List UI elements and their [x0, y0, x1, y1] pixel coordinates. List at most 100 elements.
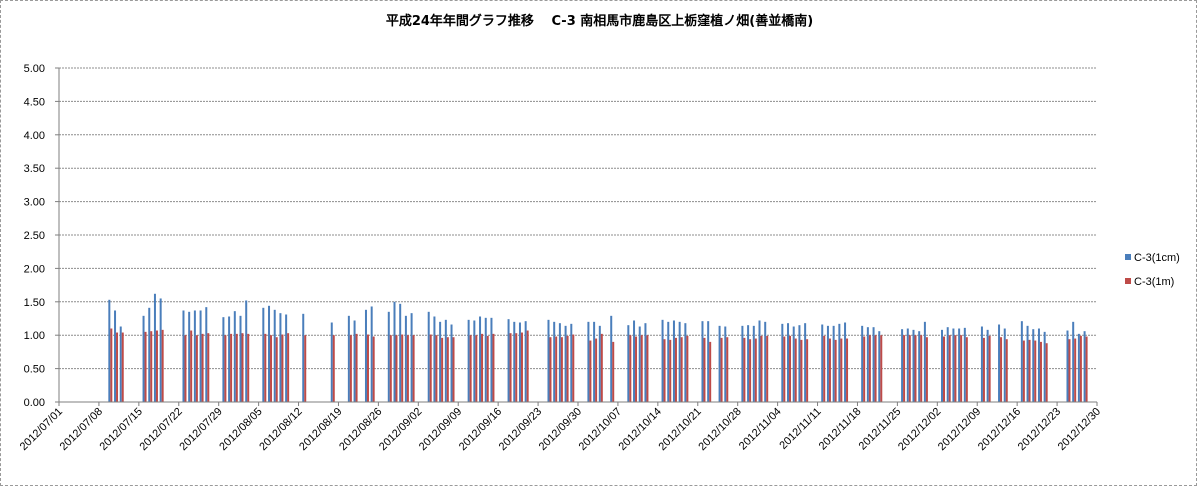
bar-1m [201, 333, 204, 402]
bar-1m [943, 336, 946, 402]
bar-1m [988, 335, 991, 402]
bar-1m [441, 337, 444, 402]
bar-1cm [188, 311, 191, 402]
bar-1m [1039, 341, 1042, 402]
bar-1m [914, 335, 917, 402]
bar-1m [948, 335, 951, 402]
bar-1m [190, 330, 193, 402]
y-tick-label: 1.50 [24, 297, 45, 309]
bar-1m [304, 335, 307, 402]
bar-1cm [273, 309, 276, 402]
bar-1m [982, 337, 985, 402]
bar-1m [446, 337, 449, 402]
bar-1m [332, 335, 335, 402]
bar-1cm [861, 325, 864, 402]
data-bars [108, 293, 1088, 402]
bar-1m [412, 335, 415, 402]
bar-1m [1028, 339, 1031, 402]
bar-1m [1068, 339, 1071, 402]
bar-1m [846, 338, 849, 402]
bar-1cm [387, 311, 390, 402]
bar-1m [560, 337, 563, 402]
bar-1m [281, 334, 284, 402]
bar-1cm [450, 324, 453, 402]
bar-1m [207, 333, 210, 402]
chart-title: 平成24年年間グラフ推移 C-3 南相馬市鹿島区上栃窪植ノ畑(善並橋南) [385, 14, 814, 29]
bar-1cm [524, 321, 527, 402]
y-tick-label: 5.00 [24, 63, 45, 75]
bar-1cm [479, 316, 482, 402]
bar-1m [1074, 338, 1077, 402]
bar-1m [520, 332, 523, 402]
bar-1cm [1066, 330, 1069, 402]
bar-1cm [633, 320, 636, 402]
bar-1cm [661, 319, 664, 402]
bar-1m [1005, 339, 1008, 402]
bar-1m [823, 335, 826, 402]
bar-1m [612, 341, 615, 402]
bar-1cm [473, 320, 476, 402]
bar-1cm [564, 325, 567, 402]
bar-1m [863, 336, 866, 402]
bar-1cm [752, 325, 755, 402]
bar-1cm [866, 327, 869, 402]
bar-1m [766, 335, 769, 402]
bar-1cm [222, 317, 225, 402]
bar-1cm [404, 315, 407, 402]
bar-1m [452, 337, 455, 402]
bar-1cm [758, 320, 761, 402]
bar-1m [270, 335, 273, 402]
bar-1m [720, 337, 723, 402]
bar-1cm [393, 301, 396, 402]
bar-1m [435, 335, 438, 402]
bar-1m [264, 333, 267, 402]
y-tick-label: 2.00 [24, 263, 45, 275]
bar-1cm [239, 315, 242, 402]
bar-1m [509, 333, 512, 402]
y-tick-label: 3.50 [24, 163, 45, 175]
bar-1cm [570, 323, 573, 402]
y-tick-label: 4.00 [24, 130, 45, 142]
bar-1m [230, 333, 233, 402]
bar-1m [372, 336, 375, 402]
bar-1cm [844, 322, 847, 402]
bar-1cm [672, 320, 675, 402]
bar-1m [600, 333, 603, 402]
bar-1m [880, 335, 883, 402]
bar-1m [1085, 336, 1088, 402]
bar-1cm [764, 321, 767, 402]
bar-1m [840, 338, 843, 402]
bar-1cm [838, 323, 841, 402]
bar-1cm [1072, 321, 1075, 402]
bar-1m [908, 335, 911, 402]
bar-1m [669, 339, 672, 402]
bar-1cm [245, 300, 248, 402]
y-tick-label: 2.50 [24, 230, 45, 242]
bar-1m [1045, 343, 1048, 402]
bar-1m [549, 337, 552, 402]
bar-1m [469, 335, 472, 402]
y-tick-label: 4.50 [24, 96, 45, 108]
bar-1cm [182, 310, 185, 402]
bar-1m [965, 337, 968, 402]
bar-1m [247, 333, 250, 402]
y-tick-label: 0.50 [24, 364, 45, 376]
bar-1m [481, 333, 484, 402]
bar-1cm [410, 313, 413, 402]
bar-1cm [1043, 331, 1046, 402]
bar-1m [726, 337, 729, 402]
bar-1cm [872, 327, 875, 402]
bar-1cm [941, 329, 944, 402]
bar-1cm [433, 316, 436, 402]
axes [55, 67, 1098, 406]
bar-1cm [906, 328, 909, 402]
bar-1cm [364, 309, 367, 402]
bar-1cm [439, 321, 442, 402]
bar-1m [116, 332, 119, 402]
bar-1cm [598, 325, 601, 402]
bar-1cm [912, 329, 915, 402]
bar-1m [1079, 335, 1082, 402]
bar-1m [640, 335, 643, 402]
bar-1m [486, 335, 489, 402]
